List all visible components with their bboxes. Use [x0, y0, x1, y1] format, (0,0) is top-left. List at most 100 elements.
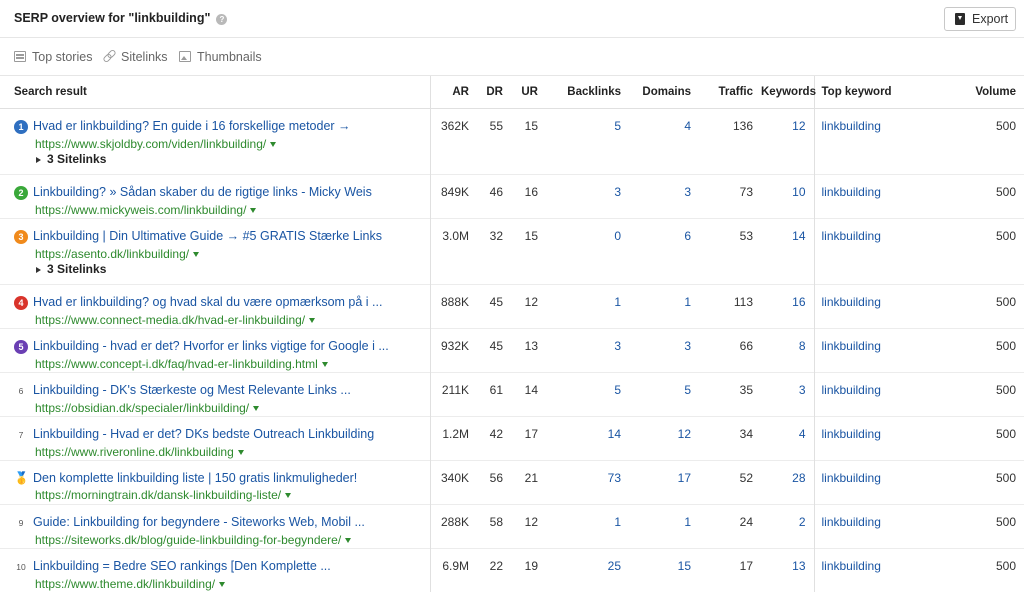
result-url[interactable]: https://siteworks.dk/blog/guide-linkbuil…	[35, 533, 420, 547]
col-search-result[interactable]: Search result	[0, 76, 431, 109]
backlinks-cell[interactable]: 5	[614, 118, 621, 133]
expand-icon	[36, 157, 41, 163]
filter-top-stories[interactable]: Top stories	[14, 50, 92, 64]
url-dropdown-icon[interactable]	[345, 537, 352, 543]
col-domains[interactable]: Domains	[629, 76, 699, 109]
url-dropdown-icon[interactable]	[237, 449, 244, 455]
keywords-cell[interactable]: 3	[761, 371, 815, 416]
url-dropdown-icon[interactable]	[193, 251, 200, 257]
col-traffic[interactable]: Traffic	[699, 76, 761, 109]
filter-sitelinks[interactable]: Sitelinks	[103, 50, 168, 64]
top-keyword-link[interactable]: linkbuilding	[814, 459, 946, 504]
result-url[interactable]: https://www.connect-media.dk/hvad-er-lin…	[35, 313, 420, 327]
result-title-link[interactable]: Hvad er linkbuilding? og hvad skal du væ…	[33, 294, 383, 309]
backlinks-cell[interactable]: 0	[546, 217, 629, 262]
position-badge: 6	[18, 385, 24, 396]
keywords-cell[interactable]: 2	[761, 503, 815, 548]
dr-cell: 55	[489, 118, 503, 133]
backlinks-cell[interactable]: 3	[546, 173, 629, 218]
domains-cell[interactable]: 3	[629, 173, 699, 218]
domains-cell[interactable]: 17	[629, 459, 699, 504]
result-url[interactable]: https://obsidian.dk/specialer/linkbuildi…	[35, 401, 420, 415]
result-title-link[interactable]: Linkbuilding? » Sådan skaber du de rigti…	[33, 184, 372, 199]
backlinks-cell[interactable]: 5	[546, 371, 629, 416]
result-title-link[interactable]: Hvad er linkbuilding? En guide i 16 fors…	[33, 118, 351, 133]
top-keyword-link[interactable]: linkbuilding	[821, 118, 881, 133]
search-result-cell: 10 Linkbuilding = Bedre SEO rankings [Den…	[0, 547, 431, 592]
keywords-cell[interactable]: 12	[761, 108, 815, 152]
backlinks-cell[interactable]: 3	[546, 327, 629, 372]
help-icon[interactable]: ?	[216, 14, 228, 25]
url-dropdown-icon[interactable]	[253, 405, 260, 411]
keywords-cell[interactable]: 13	[761, 547, 815, 592]
ur-cell: 15	[524, 118, 538, 133]
keywords-cell[interactable]: 8	[761, 327, 815, 372]
top-keyword-link[interactable]: linkbuilding	[814, 415, 946, 460]
result-url[interactable]: https://morningtrain.dk/dansk-linkbuildi…	[35, 488, 420, 502]
result-url[interactable]: https://www.skjoldby.com/viden/linkbuild…	[35, 137, 420, 151]
col-backlinks[interactable]: Backlinks	[546, 76, 629, 109]
position-badge: 2	[14, 185, 28, 200]
top-keyword-link[interactable]: linkbuilding	[814, 327, 946, 372]
backlinks-cell[interactable]: 14	[546, 415, 629, 460]
keywords-cell[interactable]: 16	[761, 283, 815, 328]
result-title-link[interactable]: Guide: Linkbuilding for begyndere - Site…	[33, 514, 365, 529]
keywords-cell[interactable]: 14	[761, 217, 815, 262]
domains-cell[interactable]: 5	[629, 371, 699, 416]
domains-cell[interactable]: 1	[629, 503, 699, 548]
traffic-cell: 136	[732, 118, 753, 133]
result-title-link[interactable]: Linkbuilding - Hvad er det? DKs bedste O…	[33, 426, 375, 441]
domains-cell[interactable]: 3	[629, 327, 699, 372]
top-keyword-link[interactable]: linkbuilding	[814, 547, 946, 592]
domains-cell[interactable]: 1	[629, 283, 699, 328]
url-dropdown-icon[interactable]	[309, 317, 316, 323]
col-keywords[interactable]: Keywords	[761, 76, 816, 109]
top-keyword-link[interactable]: linkbuilding	[814, 173, 946, 218]
url-dropdown-icon[interactable]	[270, 141, 277, 147]
ar-cell: 888K	[430, 283, 477, 328]
result-url[interactable]: https://www.riveronline.dk/linkbuilding	[35, 445, 420, 459]
table-row: 1 Hvad er linkbuilding? En guide i 16 for…	[0, 108, 1024, 152]
top-keyword-link[interactable]: linkbuilding	[814, 217, 946, 262]
result-url[interactable]: https://asento.dk/linkbuilding/	[35, 247, 420, 261]
top-keyword-link[interactable]: linkbuilding	[814, 283, 946, 328]
domains-cell[interactable]: 6	[629, 217, 699, 262]
keywords-cell[interactable]: 10	[761, 173, 815, 218]
col-volume[interactable]: Volume	[946, 76, 1024, 109]
top-keyword-link[interactable]: linkbuilding	[814, 503, 946, 548]
result-title-link[interactable]: Linkbuilding - hvad er det? Hvorfor er l…	[33, 338, 389, 353]
result-title-link[interactable]: Linkbuilding - DK's Stærkeste og Mest Re…	[33, 382, 351, 397]
col-top-keyword[interactable]: Top keyword	[814, 76, 946, 109]
domains-cell[interactable]: 4	[684, 118, 691, 133]
col-ar[interactable]: AR	[430, 76, 477, 109]
result-url[interactable]: https://www.concept-i.dk/faq/hvad-er-lin…	[35, 357, 420, 371]
medal-icon: 🥇	[14, 470, 29, 485]
col-dr[interactable]: DR	[477, 76, 511, 109]
keywords-cell[interactable]: 4	[761, 415, 815, 460]
backlinks-cell[interactable]: 1	[546, 283, 629, 328]
sitelinks-toggle[interactable]: 3 Sitelinks	[0, 262, 431, 284]
backlinks-cell[interactable]: 1	[546, 503, 629, 548]
col-ur[interactable]: UR	[511, 76, 546, 109]
volume-cell: 500	[946, 547, 1024, 592]
backlinks-cell[interactable]: 73	[546, 459, 629, 504]
url-dropdown-icon[interactable]	[250, 207, 257, 213]
url-dropdown-icon[interactable]	[321, 361, 328, 367]
keywords-cell[interactable]: 28	[761, 459, 815, 504]
url-dropdown-icon[interactable]	[219, 581, 226, 587]
filter-bar: Top stories Sitelinks Thumbnails	[0, 38, 1024, 76]
result-title-link[interactable]: Den komplette linkbuilding liste | 150 g…	[33, 470, 358, 485]
top-keyword-link[interactable]: linkbuilding	[814, 371, 946, 416]
backlinks-cell[interactable]: 25	[546, 547, 629, 592]
result-url[interactable]: https://www.mickyweis.com/linkbuilding/	[35, 203, 420, 217]
domains-cell[interactable]: 15	[629, 547, 699, 592]
filter-thumbnails[interactable]: Thumbnails	[179, 50, 262, 64]
result-title-link[interactable]: Linkbuilding = Bedre SEO rankings [Den K…	[33, 558, 331, 573]
result-url[interactable]: https://www.theme.dk/linkbuilding/	[35, 577, 420, 591]
sitelinks-toggle[interactable]: 3 Sitelinks	[0, 152, 431, 174]
domains-cell[interactable]: 12	[629, 415, 699, 460]
export-button[interactable]: Export	[944, 7, 1016, 31]
ur-cell: 15	[511, 217, 546, 262]
url-dropdown-icon[interactable]	[285, 492, 292, 498]
result-title-link[interactable]: Linkbuilding | Din Ultimative Guide → #5…	[33, 228, 382, 243]
